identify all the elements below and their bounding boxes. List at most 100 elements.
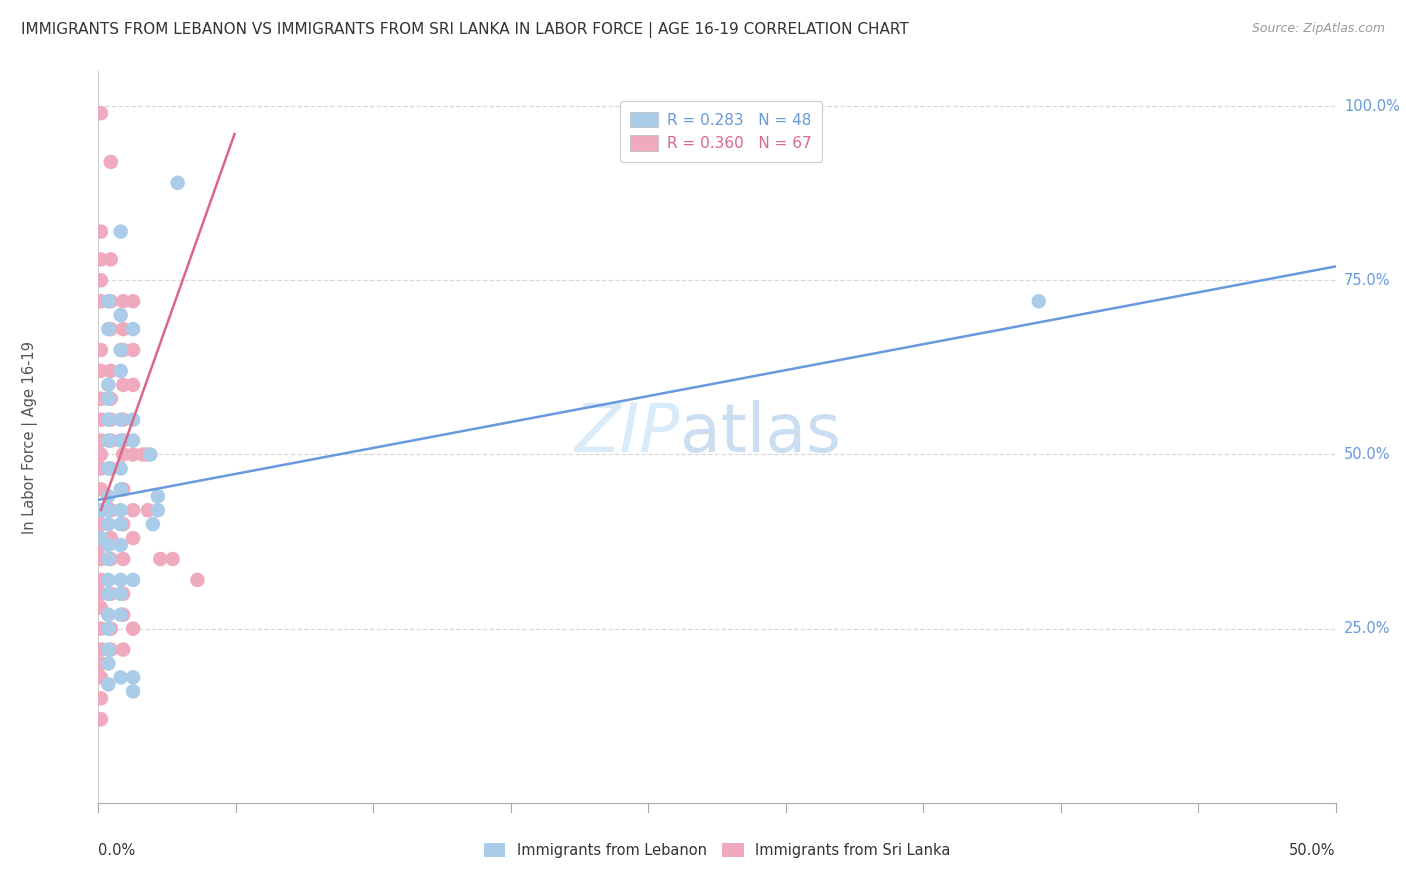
Point: [186, 573, 208, 587]
Point: [90, 483, 112, 497]
Point: [90, 573, 112, 587]
Point: [100, 322, 122, 336]
Point: [97, 538, 120, 552]
Point: [122, 503, 145, 517]
Point: [100, 412, 122, 426]
Point: [90, 343, 112, 357]
Point: [90, 587, 112, 601]
Point: [122, 573, 145, 587]
Point: [97, 573, 120, 587]
Point: [112, 322, 135, 336]
Text: In Labor Force | Age 16-19: In Labor Force | Age 16-19: [22, 341, 38, 533]
Point: [110, 670, 132, 684]
Point: [90, 552, 112, 566]
Point: [142, 517, 165, 532]
Text: 75.0%: 75.0%: [1344, 273, 1391, 288]
Point: [97, 657, 120, 671]
Point: [90, 392, 112, 406]
Point: [90, 252, 112, 267]
Point: [122, 412, 145, 426]
Point: [110, 517, 132, 532]
Point: [100, 392, 122, 406]
Point: [90, 642, 112, 657]
Point: [112, 294, 135, 309]
Point: [110, 573, 132, 587]
Point: [90, 448, 112, 462]
Point: [146, 503, 169, 517]
Point: [110, 587, 132, 601]
Point: [97, 461, 120, 475]
Point: [166, 176, 188, 190]
Point: [97, 377, 120, 392]
Point: [112, 517, 135, 532]
Point: [100, 642, 122, 657]
Point: [162, 552, 184, 566]
Point: [100, 364, 122, 378]
Point: [139, 448, 162, 462]
Point: [110, 503, 132, 517]
Point: [136, 448, 159, 462]
Point: [100, 503, 122, 517]
Point: [112, 377, 135, 392]
Point: [110, 483, 132, 497]
Point: [112, 607, 135, 622]
Point: [112, 343, 135, 357]
Point: [97, 489, 120, 503]
Legend: Immigrants from Lebanon, Immigrants from Sri Lanka: Immigrants from Lebanon, Immigrants from…: [477, 836, 957, 865]
Text: 50.0%: 50.0%: [1289, 843, 1336, 858]
Text: 0.0%: 0.0%: [98, 843, 135, 858]
Point: [122, 377, 145, 392]
Text: 25.0%: 25.0%: [1344, 621, 1391, 636]
Point: [90, 712, 112, 726]
Point: [122, 343, 145, 357]
Point: [100, 252, 122, 267]
Text: ZIP: ZIP: [575, 401, 681, 467]
Point: [1028, 294, 1050, 309]
Point: [97, 434, 120, 448]
Point: [146, 489, 169, 503]
Point: [97, 622, 120, 636]
Point: [110, 461, 132, 475]
Point: [97, 392, 120, 406]
Point: [100, 461, 122, 475]
Point: [90, 225, 112, 239]
Point: [90, 294, 112, 309]
Point: [90, 600, 112, 615]
Point: [97, 503, 120, 517]
Point: [112, 412, 135, 426]
Text: IMMIGRANTS FROM LEBANON VS IMMIGRANTS FROM SRI LANKA IN LABOR FORCE | AGE 16-19 : IMMIGRANTS FROM LEBANON VS IMMIGRANTS FR…: [21, 22, 908, 38]
Point: [112, 483, 135, 497]
Point: [100, 531, 122, 545]
Point: [90, 364, 112, 378]
Point: [110, 607, 132, 622]
Point: [122, 670, 145, 684]
Point: [110, 308, 132, 322]
Point: [110, 225, 132, 239]
Point: [136, 503, 159, 517]
Point: [112, 434, 135, 448]
Point: [110, 412, 132, 426]
Point: [122, 622, 145, 636]
Point: [97, 294, 120, 309]
Point: [97, 677, 120, 691]
Point: [90, 106, 112, 120]
Point: [122, 684, 145, 698]
Point: [122, 531, 145, 545]
Point: [100, 552, 122, 566]
Point: [97, 552, 120, 566]
Point: [97, 587, 120, 601]
Point: [110, 364, 132, 378]
Point: [122, 434, 145, 448]
Point: [122, 322, 145, 336]
Point: [149, 552, 172, 566]
Point: [132, 448, 155, 462]
Point: [90, 670, 112, 684]
Point: [110, 538, 132, 552]
Point: [112, 552, 135, 566]
Point: [90, 412, 112, 426]
Text: 50.0%: 50.0%: [1344, 447, 1391, 462]
Point: [112, 587, 135, 601]
Point: [90, 503, 112, 517]
Point: [100, 155, 122, 169]
Point: [110, 343, 132, 357]
